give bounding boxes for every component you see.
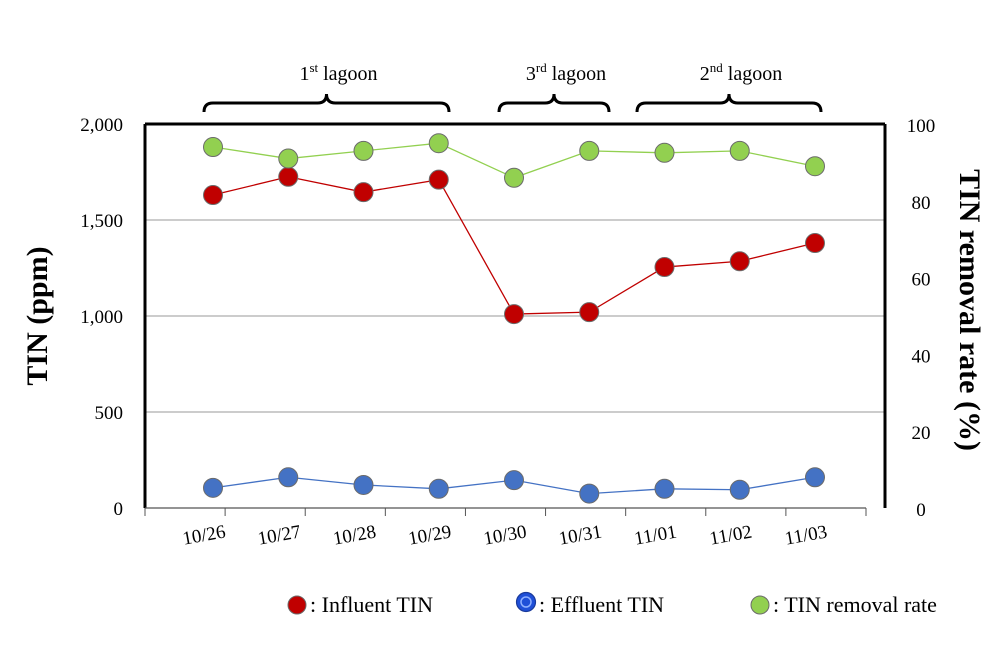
legend: : Influent TIN : Effluent TIN : TIN remova…	[287, 591, 937, 617]
tin-removal-rate-point	[729, 140, 750, 161]
lagoon-label: 2nd lagoon	[700, 60, 782, 85]
legend-marker	[515, 591, 537, 613]
y-tick-label: 1,500	[80, 211, 123, 232]
y2-tick-label: 40	[912, 346, 931, 367]
x-tick-label: 11/03	[783, 522, 829, 550]
x-tick-label: 10/27	[256, 521, 302, 549]
y-tick-label: 500	[95, 403, 124, 424]
x-tick-label: 10/31	[557, 521, 603, 549]
lagoon-annotation: 2nd lagoon	[635, 60, 823, 113]
influent-tin-point	[278, 166, 299, 187]
legend-marker	[750, 595, 770, 615]
effluent-tin-point	[203, 477, 223, 498]
influent-tin-point	[654, 257, 675, 278]
x-tick-label: 10/29	[407, 521, 453, 549]
axes: 0 500 1,000 1,500 2,000 0 20 40 60 80 100 10/26 10/2…	[21, 115, 986, 550]
lagoon-annotations: 1st lagoon 3rd lagoon 2nd lagoon	[202, 60, 823, 113]
series	[203, 133, 825, 504]
y2-tick-label: 60	[912, 270, 931, 291]
effluent-tin-point	[729, 479, 750, 500]
y2-tick-label: 100	[907, 116, 936, 137]
x-tick-label: 11/02	[708, 522, 754, 550]
legend-item: : Influent TIN	[287, 592, 433, 617]
effluent-tin-point	[805, 467, 825, 488]
effluent-tin-point	[504, 470, 524, 491]
tin-removal-rate-point	[203, 137, 223, 158]
y2-axis-title: TIN removal rate (%)	[953, 169, 986, 451]
effluent-tin-point	[428, 478, 449, 499]
x-tick-label: 10/30	[482, 521, 528, 549]
influent-tin-point	[729, 251, 750, 272]
legend-marker	[287, 595, 307, 615]
y-tick-label: 0	[114, 499, 124, 520]
x-tick-label: 10/28	[331, 521, 377, 549]
influent-tin-point	[805, 233, 825, 254]
y-axis-title: TIN (ppm)	[21, 246, 54, 385]
legend-item: : TIN removal rate	[750, 592, 937, 617]
effluent-tin-point	[579, 483, 600, 504]
tin-removal-rate-point	[428, 133, 449, 154]
tin-removal-rate-point	[579, 140, 600, 161]
x-tick-label: 11/01	[633, 522, 679, 550]
influent-tin-point	[428, 169, 449, 190]
influent-tin-point	[203, 185, 223, 206]
bracket	[202, 93, 451, 113]
bracket	[497, 93, 611, 113]
bracket	[635, 93, 823, 113]
lagoon-label: 1st lagoon	[299, 60, 377, 85]
legend-label: : TIN removal rate	[773, 592, 937, 617]
legend-label: : Effluent TIN	[539, 592, 664, 617]
effluent-tin-point	[278, 467, 299, 488]
tin-removal-rate-point	[278, 148, 299, 169]
lagoon-label: 3rd lagoon	[526, 60, 606, 85]
legend-marker-ring	[520, 596, 532, 608]
effluent-tin-point	[654, 478, 675, 499]
influent-tin-line	[212, 176, 816, 315]
y-tick-label: 1,000	[80, 307, 123, 328]
influent-tin-point	[504, 304, 524, 325]
legend-item: : Effluent TIN	[515, 591, 664, 617]
influent-tin-point	[579, 302, 600, 323]
lagoon-annotation: 3rd lagoon	[497, 60, 611, 113]
lagoon-annotation: 1st lagoon	[202, 60, 451, 113]
y2-tick-label: 80	[912, 193, 931, 214]
tin-removal-rate-point	[504, 167, 524, 188]
tin-removal-rate-point	[353, 140, 374, 161]
x-tick-label: 10/26	[181, 521, 227, 549]
tin-removal-rate-point	[654, 142, 675, 163]
tin-removal-rate-point	[805, 156, 825, 177]
effluent-tin-point	[353, 474, 374, 495]
y-tick-label: 2,000	[80, 115, 123, 136]
influent-tin-point	[353, 182, 374, 203]
legend-label: : Influent TIN	[310, 592, 433, 617]
y2-tick-label: 20	[912, 423, 931, 444]
y2-tick-label: 0	[916, 500, 926, 521]
